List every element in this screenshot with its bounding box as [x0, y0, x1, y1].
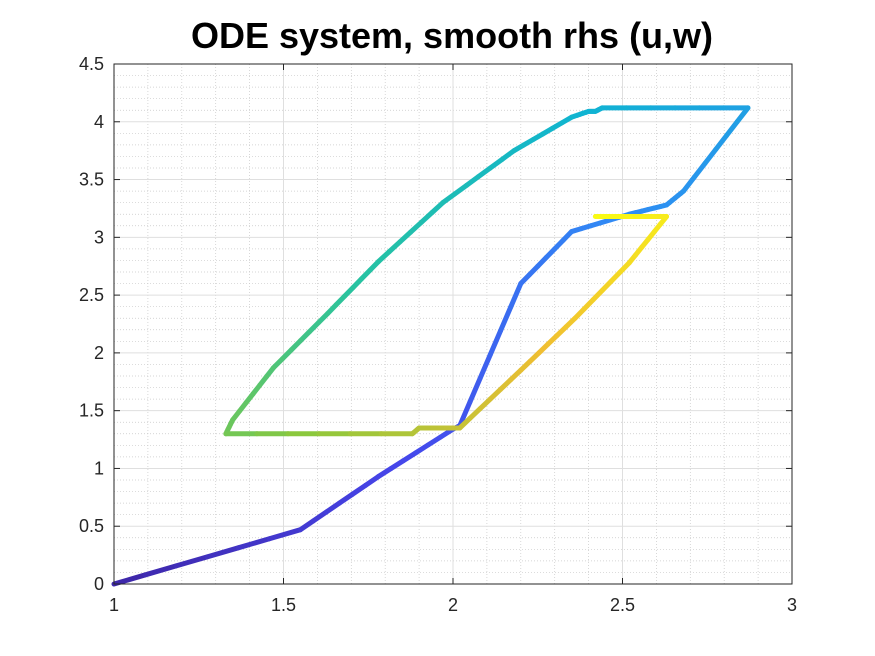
- y-tick-label: 3: [94, 227, 104, 247]
- trajectory-segment: [310, 509, 329, 524]
- trajectory-segment: [142, 563, 179, 578]
- trajectory-segment: [204, 545, 241, 560]
- trajectory-segment: [691, 160, 708, 180]
- y-tick-label: 1: [94, 458, 104, 478]
- trajectory-segment: [349, 482, 368, 497]
- y-tick-label: 1.5: [79, 401, 104, 421]
- trajectory-segment: [336, 491, 355, 506]
- x-tick-label: 1: [109, 595, 119, 615]
- trajectory-segment: [235, 536, 272, 551]
- trajectory-segment: [266, 527, 303, 542]
- x-axis-ticks: 1 1.5 2 2.5 3: [109, 64, 797, 615]
- x-tick-label: 2.5: [610, 595, 635, 615]
- trajectory-segment: [508, 281, 524, 310]
- trajectory-segment: [467, 375, 483, 405]
- trajectory-segment: [362, 474, 381, 488]
- y-tick-label: 2.5: [79, 285, 104, 305]
- trajectory-segment: [173, 554, 210, 569]
- x-tick-label: 3: [787, 595, 797, 615]
- y-tick-label: 2: [94, 343, 104, 363]
- trajectory-segment: [497, 304, 514, 334]
- y-tick-label: 4: [94, 112, 104, 132]
- trajectory-segment: [487, 328, 503, 358]
- trajectory-segment: [681, 174, 697, 194]
- chart-title: ODE system, smooth rhs (u,w): [191, 15, 713, 56]
- x-tick-label: 1.5: [271, 595, 296, 615]
- y-axis-ticks: 0 0.5 1 1.5 2 2.5 3 3.5 4 4.5: [79, 54, 792, 594]
- trajectory-line: [111, 105, 751, 587]
- trajectory-segment: [111, 572, 148, 587]
- x-tick-label: 2: [448, 595, 458, 615]
- y-tick-label: 0: [94, 574, 104, 594]
- trajectory-segment: [723, 119, 740, 139]
- trajectory-segment: [702, 147, 719, 166]
- y-tick-label: 3.5: [79, 170, 104, 190]
- trajectory-segment: [457, 399, 473, 429]
- trajectory-segment: [297, 518, 316, 533]
- trajectory-segment: [323, 500, 342, 515]
- y-tick-label: 0.5: [79, 516, 104, 536]
- trajectory-segment: [713, 133, 729, 153]
- y-tick-label: 4.5: [79, 54, 104, 74]
- trajectory-segment: [477, 352, 493, 381]
